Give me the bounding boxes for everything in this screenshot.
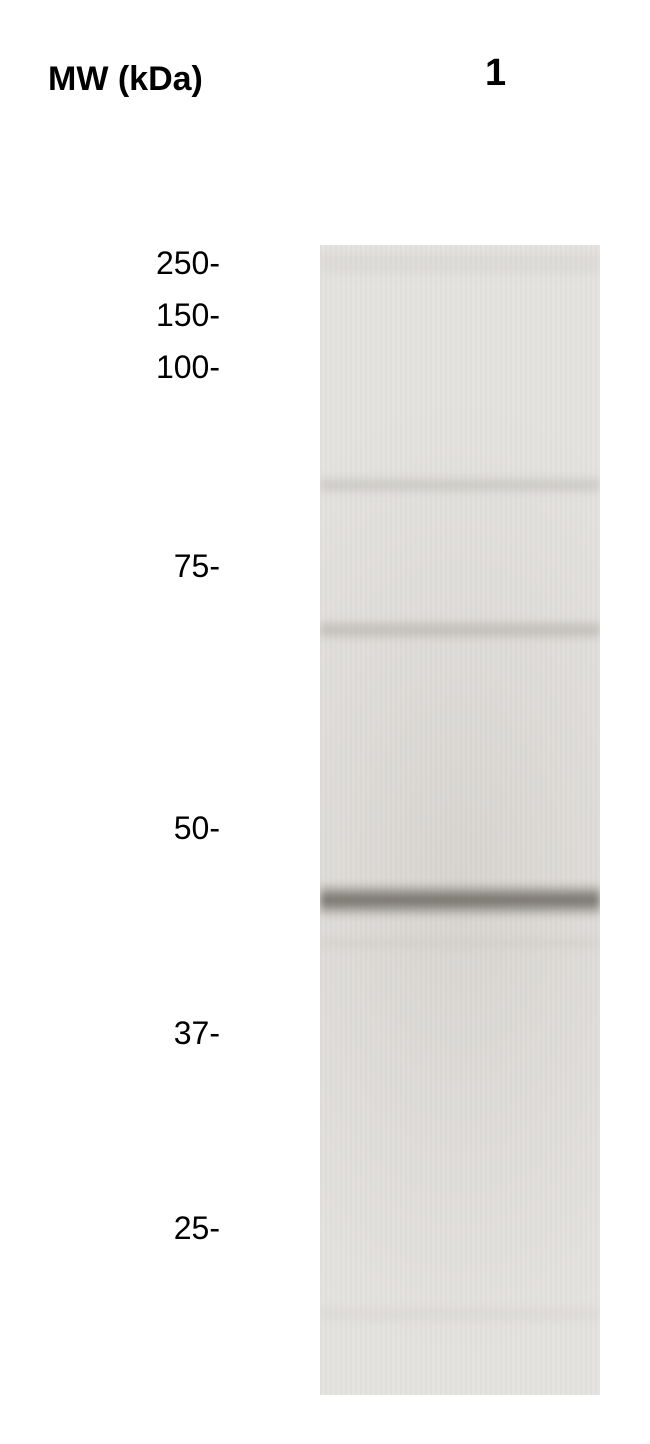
mw-marker: 50- <box>0 810 220 847</box>
mw-marker: 75- <box>0 548 220 585</box>
mw-marker: 37- <box>0 1015 220 1052</box>
blot-lane-1 <box>320 245 600 1395</box>
blot-band <box>320 262 600 276</box>
mw-marker: 100- <box>0 349 220 386</box>
blot-band <box>320 883 600 917</box>
mw-axis-label: MW (kDa) <box>48 60 203 99</box>
mw-marker: 250- <box>0 245 220 282</box>
mw-marker: 150- <box>0 297 220 334</box>
mw-marker: 25- <box>0 1210 220 1247</box>
lane-texture <box>320 245 600 1395</box>
blot-band <box>320 935 600 951</box>
blot-band <box>320 1303 600 1325</box>
blot-band <box>320 619 600 641</box>
lane-1-label: 1 <box>485 52 506 95</box>
blot-band <box>320 475 600 495</box>
